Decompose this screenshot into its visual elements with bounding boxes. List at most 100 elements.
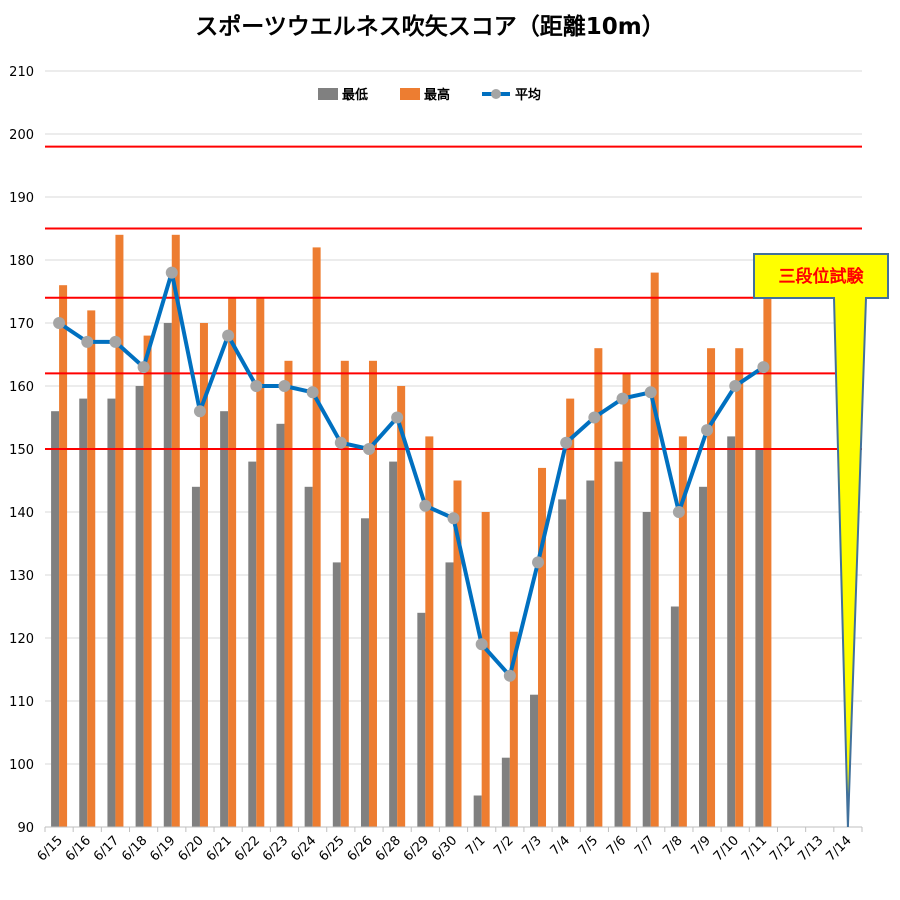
- x-tick-label: 7/4: [548, 833, 573, 858]
- bar-最高: [481, 512, 490, 827]
- bar-最高: [650, 272, 659, 828]
- bar-最低: [642, 512, 651, 827]
- x-tick-label: 6/17: [91, 833, 122, 864]
- bar-最高: [425, 436, 434, 827]
- x-tick-label: 6/16: [63, 833, 94, 864]
- x-tick-label: 6/30: [429, 833, 460, 864]
- bar-最高: [312, 247, 321, 827]
- average-point: [165, 266, 178, 279]
- x-tick-label: 7/10: [711, 833, 742, 864]
- average-point: [250, 380, 263, 392]
- x-tick-label: 6/24: [288, 833, 319, 864]
- average-point: [81, 335, 94, 348]
- average-point: [644, 386, 657, 399]
- legend-swatch-最低: [318, 88, 338, 100]
- x-tick-label: 7/11: [739, 833, 770, 864]
- bar-最低: [586, 480, 595, 827]
- x-tick-label: 6/22: [232, 833, 263, 864]
- bar-最低: [276, 423, 285, 827]
- bar-最高: [509, 631, 518, 827]
- bar-最高: [256, 297, 265, 827]
- bar-最低: [51, 411, 60, 827]
- y-tick-170: 170: [9, 317, 34, 332]
- bar-最高: [115, 234, 124, 828]
- bar-最高: [453, 480, 462, 827]
- bar-最高: [622, 373, 631, 827]
- average-point: [419, 499, 432, 512]
- bar-最高: [538, 467, 547, 827]
- legend-label-最低: 最低: [342, 87, 368, 103]
- y-tick-190: 190: [9, 191, 34, 206]
- average-point: [137, 361, 150, 374]
- chart-title: スポーツウエルネス吹矢スコア（距離10m）: [195, 13, 665, 40]
- bar-最低: [445, 562, 454, 827]
- x-tick-label: 6/29: [401, 833, 432, 864]
- x-tick-label: 7/12: [767, 833, 798, 864]
- average-point: [278, 380, 291, 392]
- average-point: [532, 556, 545, 569]
- bar-最低: [755, 449, 764, 827]
- bar-最高: [763, 297, 772, 827]
- callout: 三段位試験: [753, 253, 889, 828]
- bar-最低: [135, 386, 144, 827]
- bar-最低: [107, 398, 116, 827]
- bar-最低: [304, 486, 313, 827]
- bar-最高: [143, 335, 152, 827]
- bar-最高: [228, 297, 237, 827]
- y-tick-90: 90: [17, 821, 34, 836]
- x-tick-label: 7/9: [688, 833, 713, 858]
- bar-最高: [707, 348, 716, 827]
- bar-最高: [368, 360, 377, 827]
- x-tick-label: 7/3: [519, 833, 544, 858]
- x-tick-label: 7/2: [491, 833, 516, 858]
- bar-最低: [248, 461, 257, 827]
- x-tick-label: 6/28: [373, 833, 404, 864]
- x-tick-label: 7/6: [604, 833, 629, 858]
- bar-最低: [417, 612, 426, 827]
- bar-最低: [191, 486, 200, 827]
- bar-最低: [501, 757, 510, 827]
- bar-最高: [199, 323, 208, 827]
- bar-最高: [87, 310, 96, 827]
- bar-最高: [735, 348, 744, 827]
- bar-最低: [389, 461, 398, 827]
- average-line: [53, 266, 770, 682]
- average-point: [306, 386, 319, 399]
- x-tick-label: 6/19: [147, 833, 178, 864]
- y-axis: 90 100 110 120 130 140 150 160 170 180 190 200 210: [9, 65, 34, 836]
- x-axis: 6/156/166/176/186/196/206/216/226/236/24…: [35, 826, 863, 864]
- x-tick-label: 6/18: [119, 833, 150, 864]
- average-point: [109, 335, 122, 348]
- bar-最低: [360, 518, 369, 827]
- average-point: [757, 361, 770, 374]
- average-point: [588, 411, 601, 424]
- bar-最低: [670, 606, 679, 827]
- bars: [51, 234, 772, 828]
- bar-最高: [678, 436, 687, 827]
- y-tick-100: 100: [9, 758, 34, 773]
- average-point: [222, 329, 235, 342]
- average-point: [362, 443, 375, 455]
- x-tick-label: 6/25: [316, 833, 347, 864]
- bar-最低: [699, 486, 708, 827]
- legend: 最低 最高 平均: [318, 87, 541, 103]
- bar-最低: [79, 398, 88, 827]
- y-tick-210: 210: [9, 65, 34, 80]
- x-tick-label: 7/1: [463, 833, 488, 858]
- bar-最低: [163, 323, 172, 827]
- average-point: [560, 436, 573, 449]
- bar-最低: [332, 562, 341, 827]
- legend-marker-平均: [491, 89, 501, 99]
- average-point: [53, 317, 66, 329]
- bar-最高: [340, 360, 349, 827]
- legend-label-平均: 平均: [515, 87, 541, 103]
- x-tick-label: 7/7: [632, 833, 657, 858]
- average-point: [334, 436, 347, 449]
- y-tick-150: 150: [9, 443, 34, 458]
- x-tick-label: 6/23: [260, 833, 291, 864]
- bar-最高: [397, 386, 406, 827]
- legend-swatch-最高: [400, 88, 420, 100]
- average-point: [503, 669, 516, 682]
- bar-最高: [171, 234, 180, 828]
